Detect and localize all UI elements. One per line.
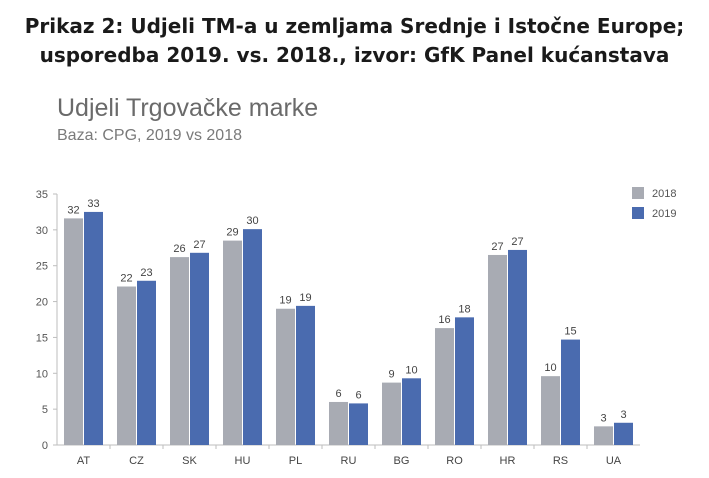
x-tick-label: RS <box>553 455 568 467</box>
data-label: 27 <box>491 241 503 253</box>
y-tick-label: 25 <box>36 261 48 273</box>
bar-2019-PL <box>296 305 315 445</box>
caption-line-2: usporedba 2019. vs. 2018., izvor: GfK Pa… <box>39 43 670 67</box>
data-label: 6 <box>355 389 361 401</box>
bar-2018-HU <box>223 240 242 445</box>
y-tick-label: 0 <box>42 440 48 452</box>
y-tick-label: 15 <box>36 332 48 344</box>
bar-2019-AT <box>84 211 103 445</box>
x-tick-label: HU <box>235 455 251 467</box>
bar-2018-RS <box>541 376 560 445</box>
bar-2018-RO <box>435 328 454 445</box>
chart-title: Udjeli Trgovačke marke <box>57 94 319 122</box>
x-tick-label: AT <box>77 455 91 467</box>
bar-2018-PL <box>276 308 295 445</box>
data-label: 15 <box>564 326 576 338</box>
bar-2019-BG <box>402 378 421 445</box>
x-tick-label: UA <box>606 455 622 467</box>
legend-swatch-2019 <box>632 207 644 219</box>
legend-label: 2019 <box>652 208 676 220</box>
y-tick-label: 5 <box>42 404 48 416</box>
data-label: 3 <box>620 409 626 421</box>
data-label: 19 <box>299 292 311 304</box>
data-label: 29 <box>226 227 238 239</box>
bar-2019-RU <box>349 403 368 445</box>
data-label: 27 <box>511 236 523 248</box>
y-tick-label: 35 <box>36 189 48 201</box>
bar-2019-SK <box>190 252 209 445</box>
x-tick-label: HR <box>500 455 516 467</box>
data-label: 19 <box>279 295 291 307</box>
bar-2018-RU <box>329 401 348 445</box>
legend-label: 2018 <box>652 188 676 200</box>
x-tick-label: RO <box>446 455 463 467</box>
x-tick-label: BG <box>394 455 410 467</box>
chart-subtitle: Baza: CPG, 2019 vs 2018 <box>57 127 242 144</box>
x-tick-label: CZ <box>129 455 144 467</box>
x-tick-label: SK <box>182 455 197 467</box>
bar-2018-HR <box>488 254 507 445</box>
y-tick-label: 30 <box>36 225 48 237</box>
bar-2019-HU <box>243 229 262 445</box>
data-label: 16 <box>438 314 450 326</box>
data-label: 26 <box>173 243 185 255</box>
bar-2018-CZ <box>117 286 136 445</box>
y-tick-label: 20 <box>36 297 48 309</box>
data-label: 3 <box>600 412 606 424</box>
bar-2019-RO <box>455 317 474 445</box>
bar-2019-UA <box>614 422 633 445</box>
data-label: 9 <box>388 369 394 381</box>
data-label: 30 <box>246 215 258 227</box>
data-label: 32 <box>67 204 79 216</box>
bar-2018-BG <box>382 382 401 445</box>
data-label: 10 <box>405 364 417 376</box>
bar-2018-UA <box>594 426 613 445</box>
y-tick-label: 10 <box>36 368 48 380</box>
data-label: 33 <box>87 198 99 210</box>
bar-2018-SK <box>170 257 189 445</box>
bar-2018-AT <box>64 218 83 445</box>
data-label: 27 <box>193 239 205 251</box>
bar-2019-RS <box>561 339 580 445</box>
data-label: 23 <box>140 267 152 279</box>
data-label: 6 <box>335 388 341 400</box>
data-label: 10 <box>544 362 556 374</box>
x-tick-label: PL <box>289 455 302 467</box>
data-label: 18 <box>458 303 470 315</box>
x-tick-label: RU <box>341 455 357 467</box>
figure-caption: Prikaz 2: Udjeli TM-a u zemljama Srednje… <box>0 12 709 70</box>
data-label: 22 <box>120 273 132 285</box>
bar-2019-HR <box>508 249 527 445</box>
caption-line-1: Prikaz 2: Udjeli TM-a u zemljama Srednje… <box>24 14 685 38</box>
legend-swatch-2018 <box>632 187 644 199</box>
bar-2019-CZ <box>137 280 156 445</box>
